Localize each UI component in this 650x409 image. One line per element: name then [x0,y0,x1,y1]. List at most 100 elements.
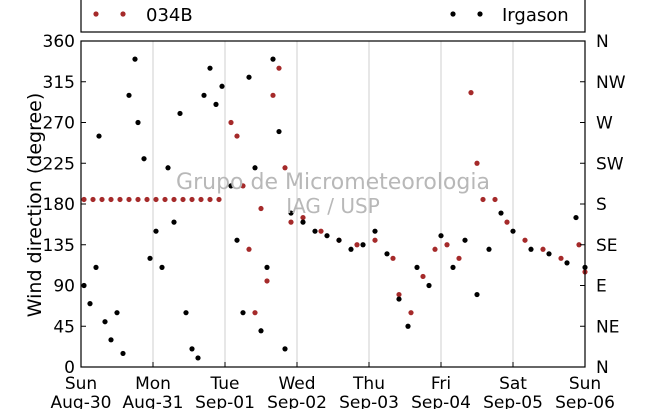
x-axis: SunAug-30MonAug-31TueSep-01WedSep-02ThuS… [51,362,615,409]
data-point-irgason [171,219,177,225]
data-point-irgason [282,346,288,352]
data-point-irgason [426,282,432,289]
x-tick-label-date: Sep-05 [483,393,543,409]
data-point-034b [207,196,213,203]
data-point-034b [408,310,414,316]
data-point-irgason [270,56,276,62]
x-tick-label-date: Sep-02 [267,393,327,409]
data-point-034b [117,196,123,203]
x-tick-label-day: Sun [65,374,97,394]
x-tick-label-date: Sep-06 [555,393,615,409]
data-point-034b [126,196,132,203]
y-tick-label: 360 [43,32,75,52]
data-point-irgason [474,291,480,298]
data-point-034b [99,196,105,203]
data-point-irgason [159,264,165,270]
data-point-irgason [102,319,108,325]
data-point-irgason [213,101,219,107]
data-point-irgason [228,183,234,189]
data-point-034b [372,237,378,243]
data-point-irgason [126,92,132,98]
data-point-irgason [372,228,378,234]
data-point-irgason [450,264,456,270]
data-point-irgason [165,165,171,171]
data-point-034b [288,219,294,225]
data-point-irgason [132,56,138,62]
data-point-irgason [135,119,141,126]
data-point-irgason [87,301,93,307]
y-tick-label: 45 [53,317,75,337]
x-tick-label-day: Tue [209,374,239,394]
data-point-034b [480,196,486,203]
y-axis-title: Wind direction (degree) [24,93,46,318]
legend-marker-irgason [477,11,483,17]
data-point-irgason [498,210,504,216]
data-point-irgason [93,264,99,270]
y-tick-label: 0 [64,358,75,378]
data-point-034b [144,196,150,203]
data-point-034b [135,196,141,203]
data-point-034b [81,196,87,203]
data-point-034b [234,133,240,139]
y-tick-label-right: S [596,195,607,215]
data-point-034b [189,196,195,203]
grid-lines [152,41,514,367]
data-point-irgason [153,228,159,234]
legend-marker-034b [120,11,126,17]
y-axis-right: N NE E SE S SW W NW N [580,32,626,378]
y-tick-label: 90 [53,277,75,297]
data-point-034b [420,273,426,280]
legend-label-034b: 034B [146,5,193,26]
x-tick-label-day: Mon [135,374,171,394]
data-point-034b [396,291,402,298]
data-point-irgason [147,255,153,261]
data-point-034b [162,196,168,203]
data-point-034b [468,90,474,96]
y-tick-label: 270 [43,114,75,134]
data-point-034b [228,119,234,126]
data-point-034b [264,278,270,284]
x-tick-label-day: Sat [499,374,527,394]
data-point-irgason [360,242,366,248]
legend: 034B Irgason [80,0,586,33]
data-point-034b [198,196,204,203]
data-point-irgason [312,228,318,234]
x-tick-label-date: Sep-04 [411,393,471,409]
data-point-irgason [201,92,207,98]
data-point-034b [540,246,546,252]
y-tick-label-right: E [596,277,607,297]
data-point-034b [354,242,360,248]
data-point-irgason [252,165,258,171]
data-point-irgason [96,133,102,139]
data-point-irgason [276,128,282,135]
data-point-034b [282,165,288,171]
data-point-irgason [183,310,189,316]
data-point-irgason [528,246,534,252]
y-tick-label-right: N [596,358,609,378]
data-point-034b [270,92,276,98]
data-point-irgason [564,260,570,266]
legend-frame [80,0,586,33]
data-point-034b [252,310,258,316]
data-point-034b [171,196,177,203]
y-tick-label-right: SW [596,154,624,174]
data-point-irgason [177,110,183,117]
legend-marker-034b [93,11,99,17]
data-point-034b [558,255,564,261]
data-point-034b [522,237,528,243]
watermark: Grupo de Micrometeorologia IAG / USP [176,170,490,218]
data-point-034b [456,255,462,261]
data-point-irgason [486,246,492,252]
data-point-034b [432,246,438,252]
legend-marker-irgason [450,11,456,17]
y-tick-label-right: N [596,32,609,52]
y-tick-label-right: NE [596,317,619,337]
data-point-irgason [546,251,552,257]
data-point-irgason [510,228,516,234]
data-point-034b [318,228,324,234]
x-tick-label-date: Sep-03 [339,393,399,409]
data-points [81,56,588,361]
x-tick-label-day: Thu [352,374,385,394]
y-tick-label-right: SE [596,236,618,256]
data-point-irgason [141,156,147,162]
